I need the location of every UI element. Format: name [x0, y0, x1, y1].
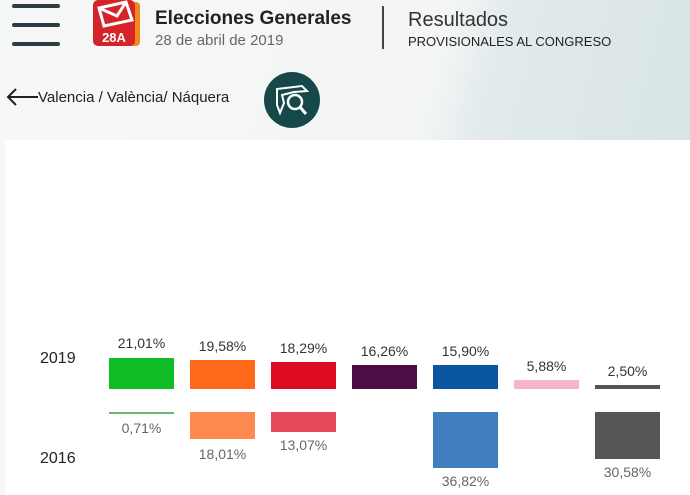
bar-2016-party-2	[190, 412, 255, 439]
bar-label-2019: 5,88%	[526, 358, 567, 374]
election-date: 28 de abril de 2019	[155, 32, 284, 49]
bar-label-2019: 21,01%	[117, 335, 166, 351]
menu-line	[12, 4, 60, 8]
back-button[interactable]	[5, 87, 39, 107]
year-label-2019: 2019	[40, 350, 76, 367]
bar-label-2019: 2,50%	[607, 363, 648, 379]
year-label-2016: 2016	[40, 450, 76, 467]
bar-label-2016: 30,58%	[603, 464, 652, 480]
bar-2019-party-6	[514, 380, 579, 389]
results-subtitle: PROVISIONALES AL CONGRESO	[408, 34, 612, 49]
bar-2019-party-5	[433, 365, 498, 389]
header-divider	[382, 6, 384, 49]
elections-logo: 28A	[90, 0, 144, 48]
bar-label-2019: 16,26%	[360, 343, 409, 359]
map-search-button[interactable]	[264, 72, 320, 128]
menu-button[interactable]	[12, 4, 60, 46]
bar-2016-party-5	[433, 412, 498, 468]
bar-label-2016: 0,71%	[121, 420, 162, 436]
page-title: Elecciones Generales	[155, 8, 352, 29]
arrow-left-icon	[6, 88, 38, 106]
bar-label-2016: 36,82%	[441, 473, 490, 489]
bar-2019-party-3	[271, 362, 336, 389]
bar-label-2019: 19,58%	[198, 338, 247, 354]
menu-line	[12, 23, 60, 27]
bar-label-2016: 13,07%	[279, 437, 328, 453]
breadcrumb[interactable]: Valencia / València/ Náquera	[38, 89, 230, 106]
bar-2016-party-1	[109, 412, 174, 414]
bar-2016-party-3	[271, 412, 336, 432]
bar-label-2019: 15,90%	[441, 343, 490, 359]
bar-label-2016: 18,01%	[198, 446, 247, 462]
svg-text:28A: 28A	[102, 30, 126, 45]
map-search-icon	[276, 84, 310, 116]
bar-2019-party-2	[190, 360, 255, 389]
bar-2019-party-7	[595, 385, 660, 389]
results-title: Resultados	[408, 9, 509, 31]
bar-2016-party-7	[595, 412, 660, 459]
results-chart: 2019 2016 21,01% 19,58% 18,29% 16,26% 15…	[5, 140, 690, 495]
bar-2019-party-4	[352, 365, 417, 389]
menu-line	[12, 42, 60, 46]
bar-2019-party-1	[109, 358, 174, 389]
bar-label-2019: 18,29%	[279, 340, 328, 356]
